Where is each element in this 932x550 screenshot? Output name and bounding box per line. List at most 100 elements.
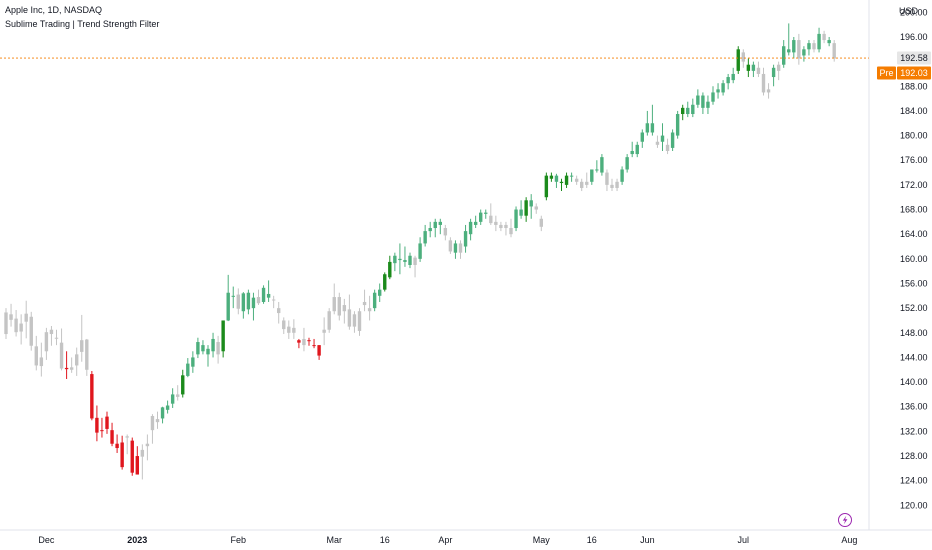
candle-body [54, 337, 59, 339]
candle [458, 240, 463, 259]
candle [347, 294, 352, 330]
candle [413, 255, 417, 278]
indicator-label[interactable]: Sublime Trading | Trend Strength Filter [5, 19, 160, 29]
candle [650, 104, 655, 136]
candle-body [9, 314, 13, 320]
candle-body [236, 294, 240, 309]
pre-market-tag-label: Pre [879, 68, 893, 78]
candle-body [827, 40, 831, 44]
candle [726, 73, 730, 90]
candle-body [251, 297, 256, 309]
candle [418, 237, 422, 262]
candle-body [463, 231, 468, 247]
candle [580, 178, 584, 192]
candle [357, 308, 362, 336]
y-tick-label: 124.00 [900, 476, 928, 486]
chart-title[interactable]: Apple Inc, 1D, NASDAQ [5, 5, 103, 15]
candle-body [282, 320, 286, 330]
candle-body [529, 200, 533, 207]
candle [287, 320, 291, 339]
y-tick-label: 200.00 [900, 7, 928, 17]
candle-body [69, 367, 74, 370]
candle [271, 295, 276, 309]
candle-body [787, 49, 791, 53]
candle [69, 357, 74, 373]
candle [145, 434, 150, 461]
candle-body [504, 224, 508, 229]
candle [44, 327, 49, 360]
x-tick-label: 16 [380, 535, 390, 545]
candle [75, 347, 79, 376]
candle-body [832, 43, 836, 59]
y-tick-label: 172.00 [900, 180, 928, 190]
pre-market-value: 192.03 [900, 68, 928, 78]
candle-body [670, 132, 675, 148]
candle-body [125, 436, 129, 438]
currency-label[interactable]: USD [898, 6, 918, 16]
candle [251, 292, 256, 321]
candle [9, 303, 13, 327]
candle-body [726, 77, 730, 84]
candle [711, 86, 715, 105]
candle [342, 298, 347, 324]
candle-body [216, 342, 220, 355]
candle [19, 314, 23, 345]
candle-body [660, 135, 665, 142]
candle-body [559, 181, 564, 184]
candle [751, 61, 756, 78]
candle-body [378, 289, 382, 296]
candle-body [766, 89, 771, 93]
candle [150, 414, 155, 444]
y-tick-label: 164.00 [900, 229, 928, 239]
candle [155, 411, 160, 429]
y-tick-label: 128.00 [900, 451, 928, 461]
lightning-bolt-icon[interactable] [838, 513, 852, 527]
candle-body [817, 33, 821, 50]
candle-body [544, 175, 549, 198]
candle-body [287, 326, 291, 333]
price-axis[interactable]: 120.00 124.00 128.00 132.00 136.00 140.00 144.… [868, 0, 928, 530]
candle [504, 221, 508, 236]
candle-body [812, 43, 816, 50]
candle [191, 351, 195, 373]
candle-body [115, 443, 119, 449]
candle [741, 49, 745, 68]
candle-body [574, 178, 579, 182]
candle-body [186, 363, 190, 376]
candle [701, 92, 705, 115]
candle [509, 218, 513, 238]
candle [686, 101, 690, 118]
candle-body [221, 320, 225, 352]
candle-body [206, 348, 210, 355]
candle [479, 209, 483, 225]
candle-body [181, 375, 185, 395]
candle-body [691, 104, 695, 115]
candle [438, 218, 442, 235]
candle [822, 30, 826, 44]
price-badges: 192.58 Pre 192.03 [877, 51, 931, 80]
candle [665, 138, 670, 155]
y-tick-label: 168.00 [900, 205, 928, 215]
candle [463, 224, 468, 253]
candle-body [80, 340, 84, 352]
x-tick-label: Aug [841, 535, 857, 545]
candle [85, 338, 89, 376]
candle-body [514, 209, 518, 229]
candle-body [610, 184, 614, 188]
y-tick-label: 144.00 [900, 352, 928, 362]
candle [337, 292, 341, 321]
candle-body [585, 181, 589, 185]
candle-body [241, 293, 246, 312]
candle-body [261, 287, 266, 302]
y-tick-label: 160.00 [900, 254, 928, 264]
y-tick-label: 132.00 [900, 426, 928, 436]
candle [125, 434, 129, 455]
candle [292, 319, 296, 339]
candle [105, 411, 109, 434]
candle-body [211, 338, 215, 352]
candle [499, 221, 503, 232]
candle [408, 252, 412, 269]
candle-body [408, 255, 412, 265]
time-axis[interactable]: Dec 2023 Feb Mar 16 Apr May 16 Jun Jul Aug [0, 529, 932, 545]
